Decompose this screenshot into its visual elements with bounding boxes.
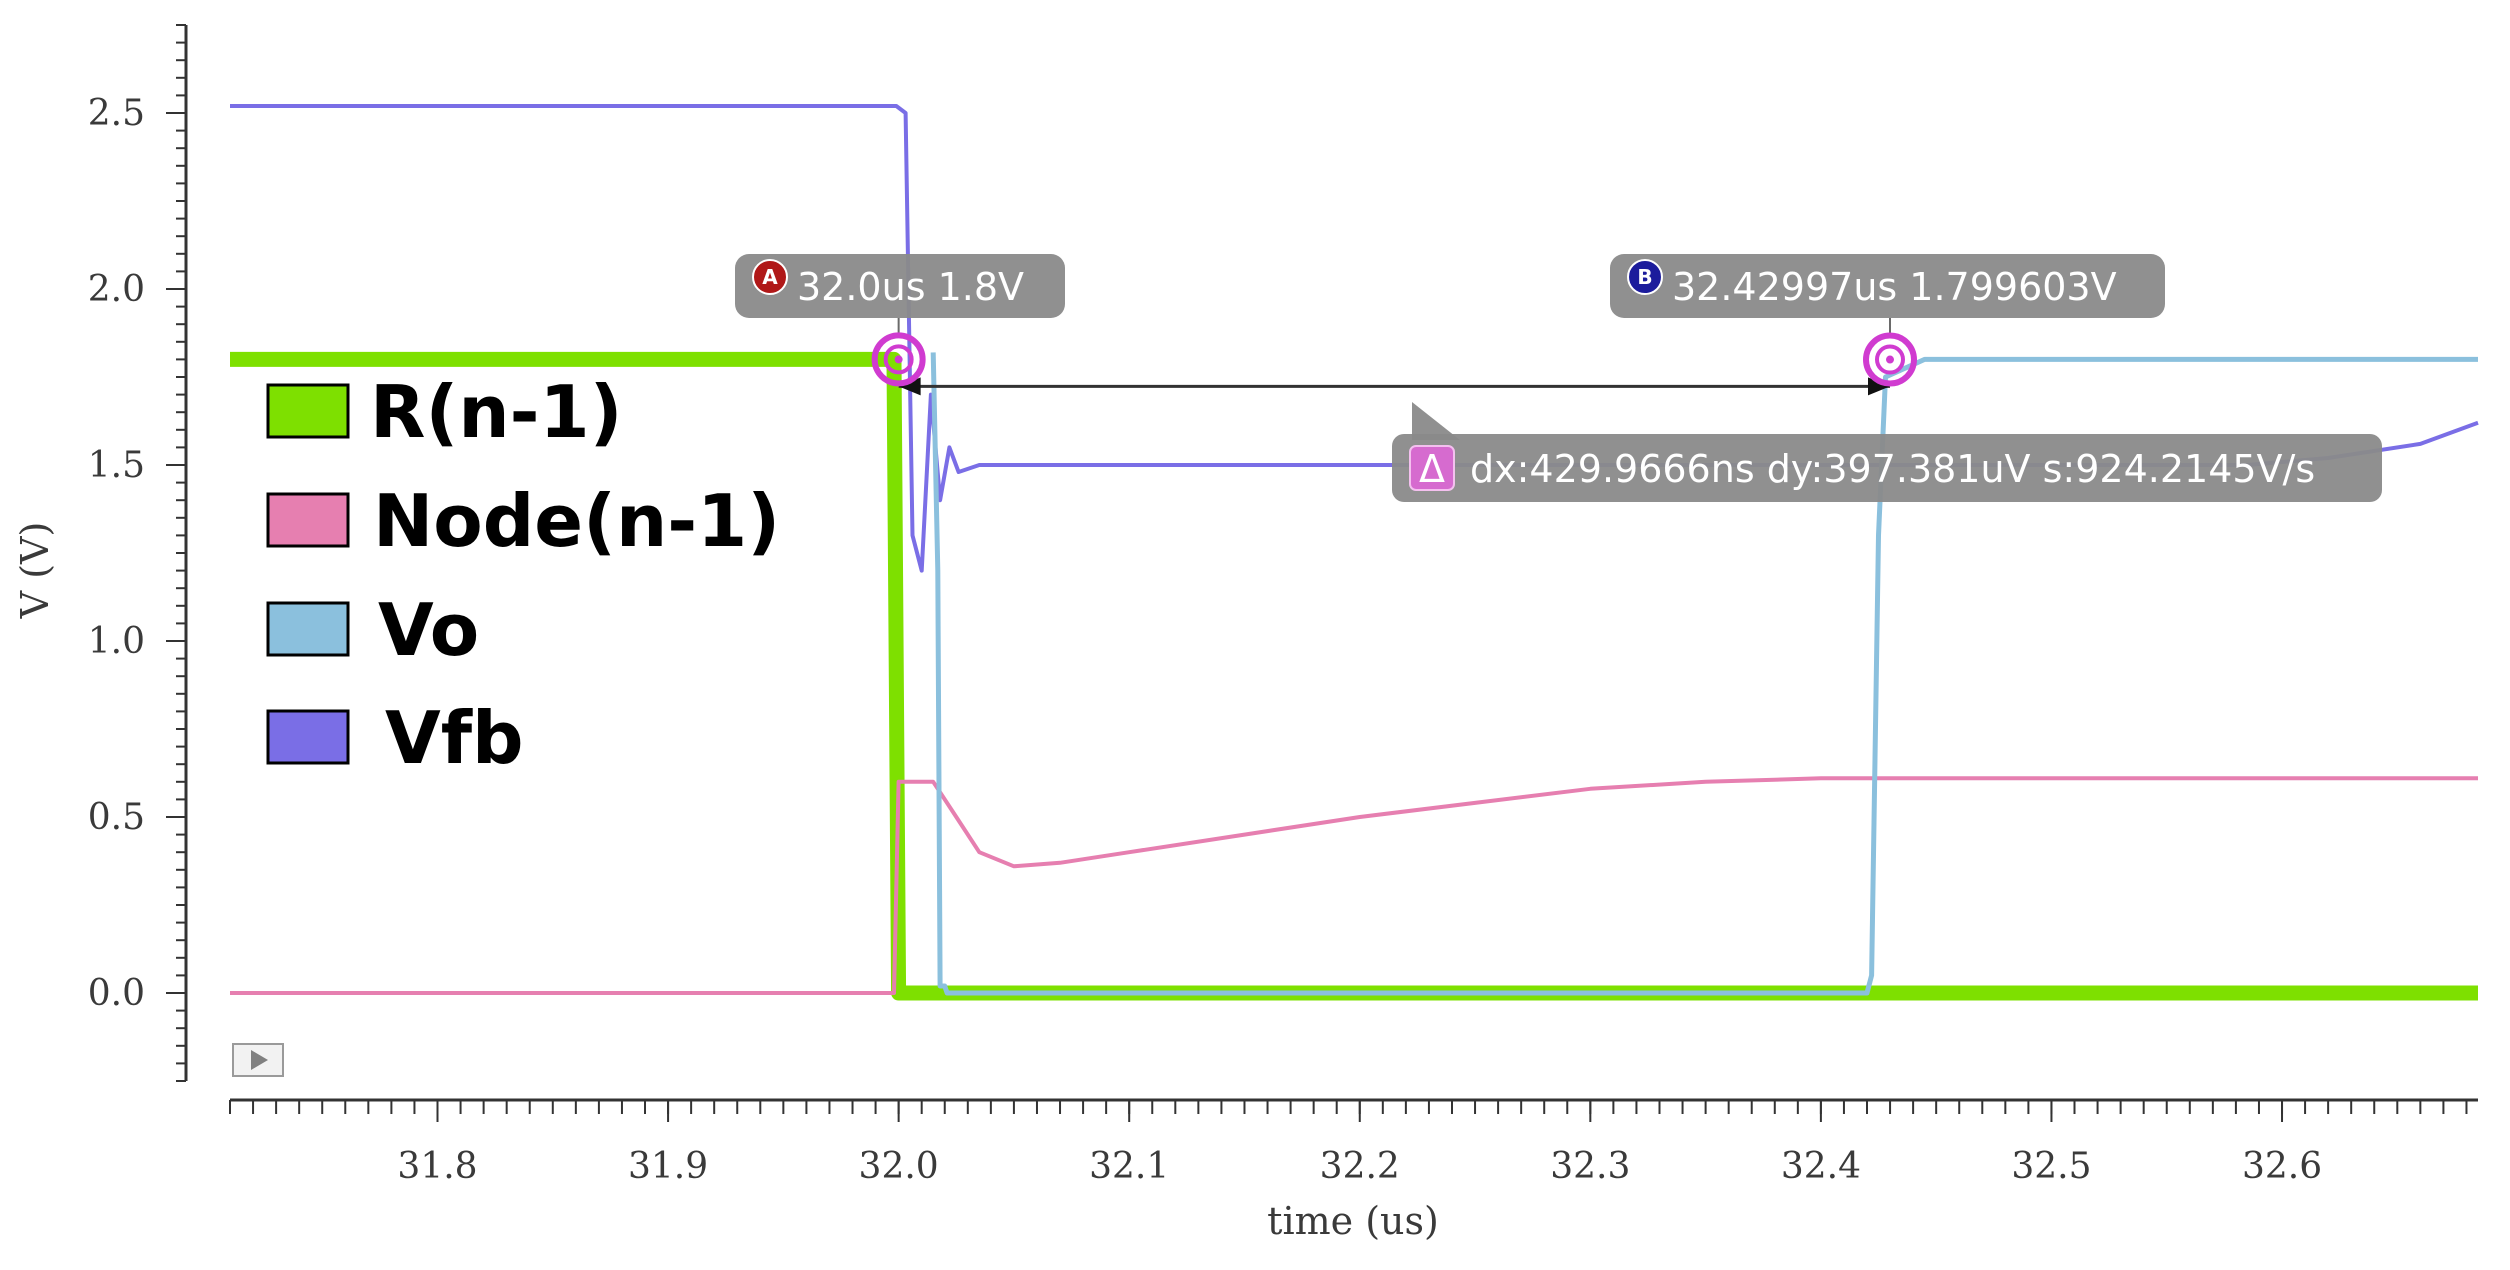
y-tick-label: 0.5: [88, 797, 145, 838]
legend-label-vfb: Vfb: [385, 696, 524, 780]
y-tick-label: 0.0: [88, 973, 145, 1014]
marker-b-ring: [1862, 332, 1917, 387]
x-tick-label: 31.8: [397, 1146, 477, 1187]
x-tick-label: 32.1: [1089, 1146, 1169, 1187]
delta-badge: [1409, 445, 1455, 491]
marker-b-inner-ring: [1874, 344, 1905, 375]
x-axis-title: time (us): [1267, 1199, 1439, 1243]
y-tick-label: 1.0: [88, 621, 145, 662]
delta-arrow-right: [1867, 377, 1890, 396]
legend-label-r-n-1: R(n-1): [370, 370, 623, 454]
y-axis-title: V (V): [13, 522, 57, 620]
marker-b[interactable]: B 32.42997us 1.799603V: [1610, 254, 2165, 387]
y-tick-label: 2.5: [88, 93, 145, 134]
play-icon: [251, 1050, 268, 1070]
expand-play-button[interactable]: [232, 1043, 284, 1077]
delta-readout: dx:429.9666ns dy:397.381uV s:924.2145V/s: [1470, 447, 2315, 491]
x-tick-label: 32.0: [859, 1146, 939, 1187]
marker-a[interactable]: A 32.0us 1.8V: [735, 254, 1065, 387]
y-axis: 0.0 0.5 1.0 1.5 2.0 2.5: [88, 24, 188, 1082]
y-tick-label: 2.0: [88, 269, 145, 310]
delta-arrow-left: [898, 377, 921, 396]
delta-callout-box: [1392, 434, 2382, 502]
marker-a-dot: [894, 355, 903, 364]
series-line-node-n-1: [230, 776, 2478, 995]
legend-swatch-node-n-1: [266, 492, 350, 548]
marker-b-badge-letter: B: [1637, 265, 1652, 289]
x-tick-label: 32.5: [2011, 1146, 2091, 1187]
x-tick-label: 32.3: [1550, 1146, 1630, 1187]
legend-label-vo: Vo: [378, 588, 479, 672]
legend: R(n-1) Node(n-1) Vo Vfb: [266, 370, 780, 780]
legend-swatch-vo: [266, 601, 350, 657]
marker-b-label: 32.42997us 1.799603V: [1672, 265, 2117, 309]
x-axis: 31.8 31.9 32.0 32.1 32.2 32.3 32.4 32.5 32.6: [229, 1098, 2478, 1187]
legend-swatch-r-n-1: [266, 383, 350, 439]
x-tick-label: 32.4: [1781, 1146, 1861, 1187]
marker-a-inner-ring: [883, 344, 914, 375]
x-tick-label: 31.9: [628, 1146, 708, 1187]
marker-a-ring: [871, 332, 926, 387]
marker-a-badge: [752, 259, 788, 295]
delta-symbol: Δ: [1419, 447, 1445, 491]
legend-swatch-vfb: [266, 709, 350, 765]
marker-annotations: A 32.0us 1.8V B 32.42997us 1.799603V: [735, 254, 2165, 387]
legend-label-node-n-1: Node(n-1): [373, 479, 780, 563]
marker-b-callout: [1610, 254, 2165, 318]
marker-b-dot: [1885, 355, 1894, 364]
y-tick-label: 1.5: [88, 445, 145, 486]
delta-callout-pointer: [1412, 402, 1460, 440]
x-tick-label: 32.2: [1320, 1146, 1400, 1187]
marker-b-badge: [1627, 259, 1663, 295]
x-tick-label: 32.6: [2242, 1146, 2322, 1187]
marker-a-label: 32.0us 1.8V: [797, 265, 1024, 309]
marker-a-badge-letter: A: [762, 265, 778, 289]
marker-a-callout: [735, 254, 1065, 318]
